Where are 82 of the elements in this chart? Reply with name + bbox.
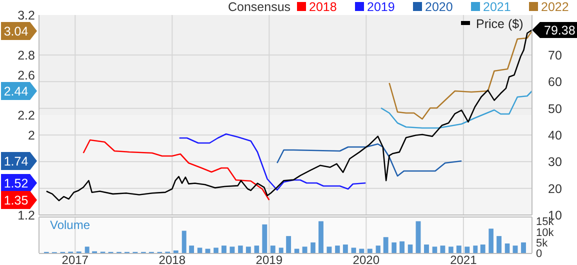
bar (302, 246, 308, 253)
bar (424, 244, 429, 253)
y-tick-label: 3.2 (18, 8, 36, 22)
y-tick-label: 5k (536, 237, 548, 250)
legend-label: Price ($) (476, 17, 524, 31)
line-series (380, 90, 533, 129)
bar (326, 246, 332, 253)
x-tick-label: 2018 (158, 253, 186, 265)
bar (318, 221, 324, 253)
bar (392, 242, 396, 253)
legend-label: 2018 (309, 0, 337, 14)
bar (286, 236, 292, 253)
bar (456, 246, 462, 253)
bar (278, 248, 284, 253)
text: 2.44 (4, 84, 28, 98)
bar (480, 244, 486, 253)
bar (230, 246, 235, 253)
x-tick-label: 2021 (450, 253, 478, 265)
bar (238, 246, 243, 253)
bar (335, 246, 340, 253)
y-tick-label: 2.6 (18, 68, 36, 82)
bar (246, 246, 251, 253)
y2-tick-label: 60 (548, 75, 562, 90)
bar (432, 246, 438, 253)
bar (84, 246, 90, 253)
legend-label: 2021 (483, 0, 511, 14)
line-series (388, 30, 533, 120)
bar (504, 243, 510, 253)
text: 1.35 (4, 194, 28, 208)
bar (359, 248, 364, 253)
bar (448, 246, 454, 253)
y2-tick-label: 70 (548, 48, 562, 62)
y2-tick-label: 50 (548, 102, 562, 116)
bar (182, 230, 186, 253)
y-tick-label: 1.2 (18, 208, 36, 222)
bar (222, 246, 226, 253)
chart-title: Volume (50, 218, 90, 232)
bar (464, 246, 470, 253)
bar (197, 248, 202, 253)
y-tick-label: 0 (536, 248, 542, 260)
bar (351, 248, 356, 253)
x-tick-label: 2019 (256, 253, 283, 265)
bar (342, 244, 348, 253)
y-tick-label: 2 (28, 128, 36, 142)
y2-tick-label: 20 (548, 182, 562, 196)
bar (376, 246, 380, 253)
x-tick-label: 2020 (352, 253, 380, 265)
bar (262, 224, 268, 253)
bar (173, 250, 178, 253)
legend-label: 2019 (367, 0, 395, 14)
bar (310, 242, 316, 253)
bar (383, 237, 388, 253)
bar (254, 246, 260, 253)
bar (270, 246, 276, 253)
y2-tick-label: 30 (548, 155, 562, 170)
bar (416, 221, 421, 253)
legend-title: Consensus (228, 0, 291, 14)
legend-label: 2020 (425, 0, 453, 14)
bar (408, 244, 413, 253)
y-tick-label: 2.8 (18, 48, 36, 62)
bar (521, 242, 526, 253)
bar (440, 246, 446, 253)
line-series (82, 139, 270, 201)
y-tick-label: 10k (536, 226, 554, 239)
bar (214, 248, 218, 253)
bar (496, 236, 502, 253)
bar (189, 246, 194, 253)
bar (512, 246, 518, 253)
bar (488, 228, 494, 253)
legend-label: 2022 (541, 0, 569, 14)
bar (400, 241, 405, 253)
text: 1.74 (4, 154, 28, 168)
bar (473, 246, 478, 253)
data-label: 79.38 (544, 23, 576, 38)
y-tick-label: 2.2 (18, 108, 36, 122)
x-tick-label: 2017 (62, 253, 89, 265)
line-series (178, 133, 366, 191)
line-series (276, 143, 462, 177)
bar (367, 248, 372, 253)
text: 1.52 (4, 176, 28, 190)
y2-tick-label: 40 (548, 128, 562, 142)
text: 3.04 (4, 24, 28, 38)
